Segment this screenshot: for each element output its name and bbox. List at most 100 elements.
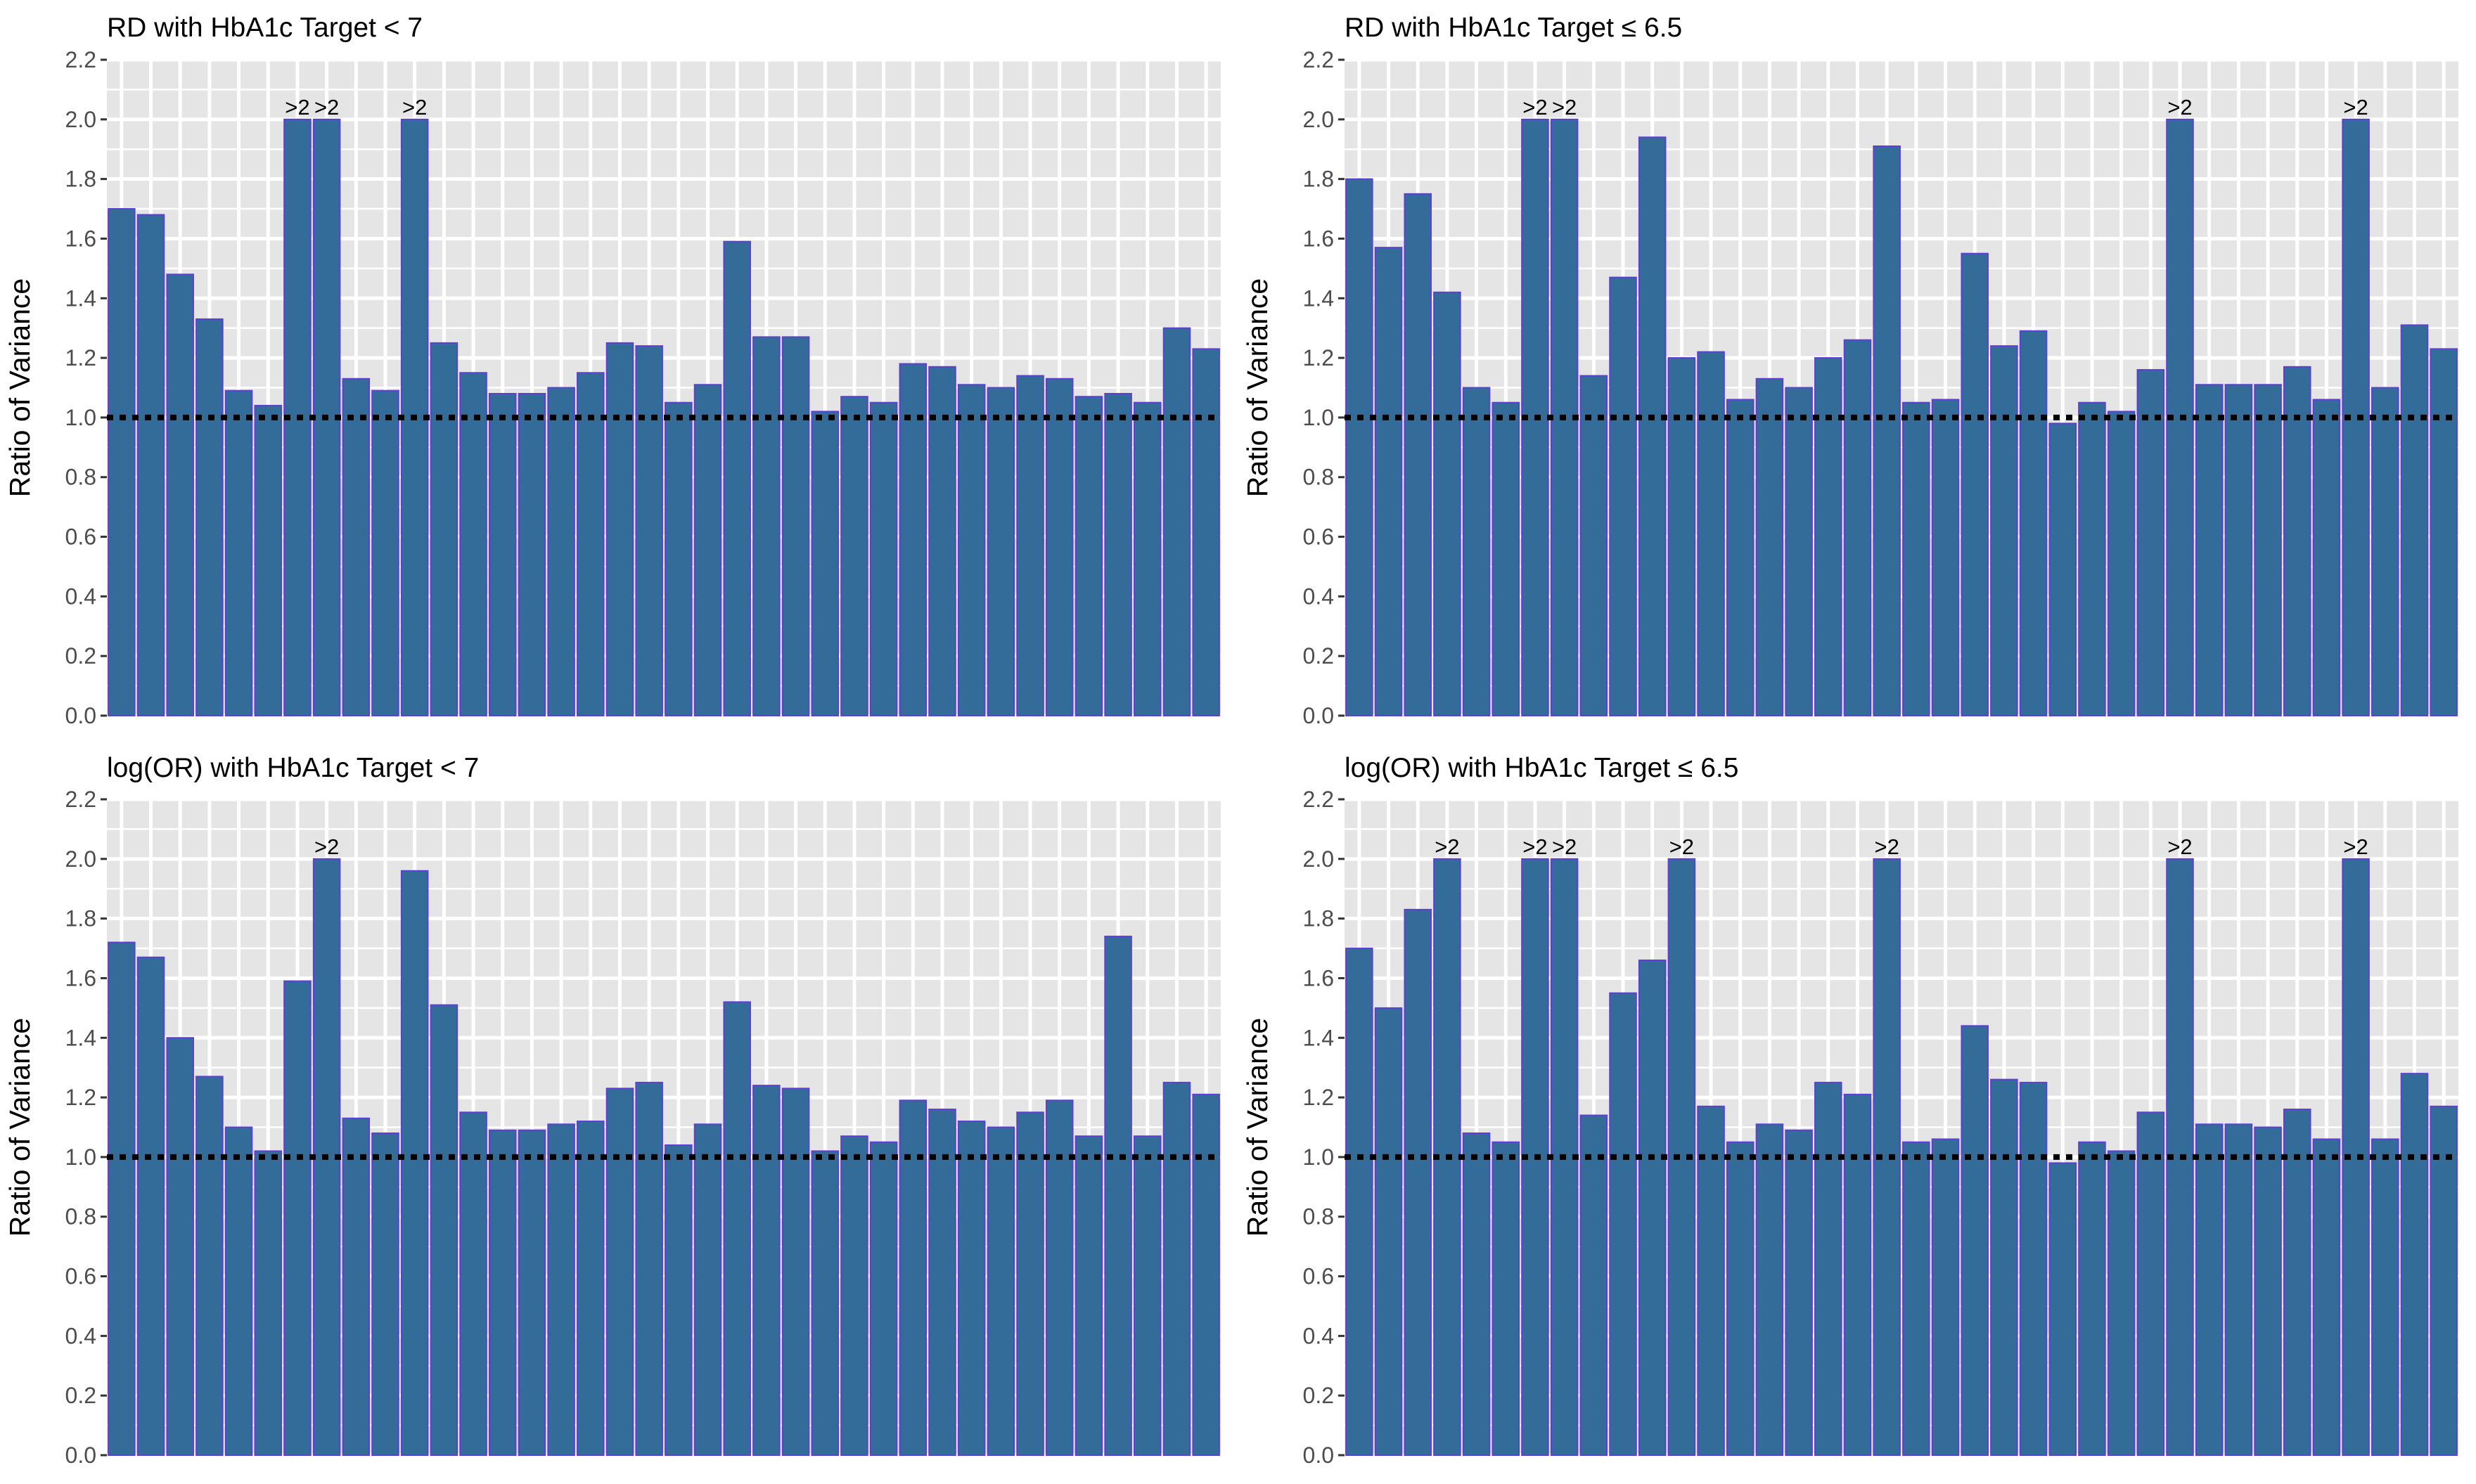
bar: [928, 1109, 956, 1457]
bar: [1374, 247, 1403, 717]
bar: [2312, 1138, 2341, 1456]
bar-cap-label: >2: [1552, 834, 1577, 859]
y-tick-label: 1.0: [1303, 1144, 1334, 1170]
bar: [283, 980, 312, 1456]
bar: [987, 1126, 1015, 1456]
bar: [488, 1129, 517, 1457]
bar: [2078, 1141, 2106, 1457]
y-tick-label: 1.4: [1303, 1025, 1334, 1050]
bar: [547, 1123, 575, 1456]
bar: [840, 396, 868, 716]
bar: [1075, 396, 1103, 716]
bar: [1134, 1135, 1162, 1457]
bar: [1045, 378, 1074, 716]
y-tick-label: 1.8: [1303, 167, 1334, 192]
y-tick-label: 1.8: [65, 167, 96, 192]
y-tick-label: 0.6: [65, 1264, 96, 1289]
y-axis-label: Ratio of Variance: [1241, 1018, 1274, 1237]
y-tick-label: 0.2: [65, 643, 96, 669]
bar-cap-label: >2: [1522, 95, 1547, 120]
y-tick-label: 1.4: [1303, 285, 1334, 311]
bar: [547, 387, 575, 716]
bar: [1638, 136, 1667, 717]
bar: [430, 342, 458, 716]
bar: [1404, 908, 1432, 1457]
bar: [605, 1088, 634, 1456]
bar-cap-label: >2: [314, 834, 339, 859]
bar-cap-label: >2: [2167, 834, 2192, 859]
bar: [2254, 384, 2282, 716]
bar: [136, 214, 165, 716]
y-tick-label: 1.4: [65, 285, 96, 311]
y-tick-label: 1.6: [65, 226, 96, 251]
bar: [1785, 1129, 1813, 1457]
bar: [1931, 1138, 1960, 1456]
bar: [195, 1076, 224, 1456]
bar: [2430, 348, 2458, 717]
bar: [2312, 399, 2341, 716]
y-tick-label: 0.8: [1303, 1204, 1334, 1230]
bar: [1492, 1141, 1520, 1457]
bar: [723, 1001, 751, 1456]
bar: [1462, 1132, 1491, 1456]
y-tick-label: 2.0: [65, 107, 96, 132]
bar: [665, 1144, 693, 1456]
bar: [342, 378, 371, 716]
bar: [1609, 992, 1637, 1456]
y-tick-label: 1.6: [65, 965, 96, 991]
bar: [2048, 1162, 2077, 1456]
y-tick-label: 2.2: [65, 787, 96, 812]
bar: [1667, 357, 1696, 716]
y-tick-label: 1.2: [1303, 1085, 1334, 1110]
bar: [430, 1004, 458, 1456]
bar: [869, 1141, 898, 1457]
bar: [1755, 1123, 1784, 1456]
bar: [342, 1117, 371, 1456]
bar: [752, 1085, 781, 1457]
bar: [195, 318, 224, 716]
bar: [1345, 948, 1373, 1456]
bar: [166, 273, 194, 716]
bar: [577, 1121, 605, 1456]
bar: [518, 1129, 546, 1457]
bar: [254, 404, 283, 716]
chart-panel-1: >2 >2 >20.00.20.40.60.81.01.21.41.61.82.02…: [4, 13, 1221, 728]
bar: [752, 336, 781, 716]
chart-title: log(OR) with HbA1c Target < 7: [107, 753, 479, 783]
bar: [224, 1126, 253, 1456]
bar: [108, 941, 136, 1456]
chart-title: RD with HbA1c Target < 7: [107, 13, 423, 43]
bar: [1814, 357, 1842, 716]
bar: [2078, 401, 2106, 716]
bar: [1134, 401, 1162, 716]
bar: [987, 387, 1015, 716]
bar: [1726, 399, 1755, 716]
bar: [1345, 178, 1373, 717]
bar: [488, 392, 517, 716]
y-tick-label: 0.4: [1303, 1323, 1334, 1348]
y-tick-label: 2.2: [65, 47, 96, 72]
bar: [2224, 384, 2253, 716]
bar: [781, 1088, 810, 1456]
y-tick-label: 2.2: [1303, 47, 1334, 72]
bar: [166, 1037, 194, 1456]
bar: [811, 411, 840, 716]
bar: [1697, 1105, 1725, 1456]
bar: [1016, 375, 1044, 716]
bar: [1433, 291, 1461, 717]
y-tick-label: 1.4: [65, 1025, 96, 1050]
bar: [1843, 339, 1872, 716]
bar: [2107, 1150, 2136, 1456]
chart-panel-2: >2 >2 >2 >20.00.20.40.60.81.01.21.41.61.82.…: [1241, 13, 2458, 728]
bar: [2107, 411, 2136, 716]
bar: [1192, 348, 1220, 717]
bar: [1404, 193, 1432, 717]
bar: [1726, 1141, 1755, 1457]
y-tick-label: 0.0: [1303, 1443, 1334, 1468]
bar: [2195, 384, 2224, 716]
bar: [2430, 1105, 2458, 1456]
bar: [605, 342, 634, 716]
bar: [1902, 401, 1930, 716]
bar: [869, 401, 898, 716]
y-tick-label: 0.2: [1303, 1383, 1334, 1408]
